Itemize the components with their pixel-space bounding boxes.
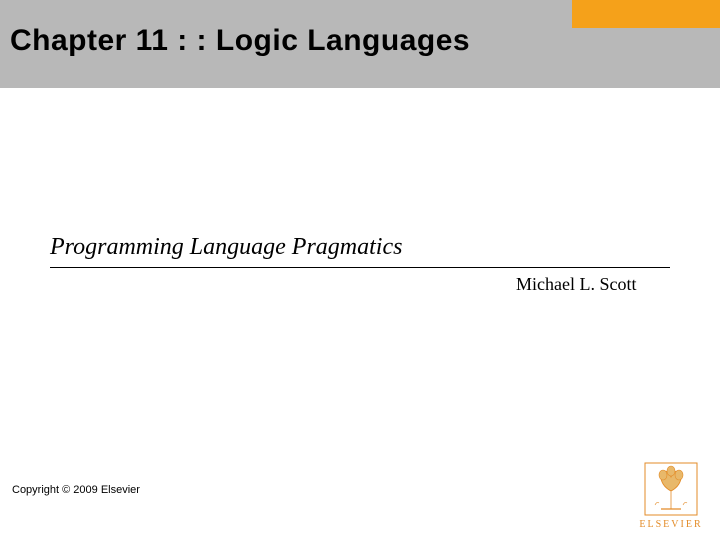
- orange-accent-block: [572, 0, 720, 28]
- publisher-name: ELSEVIER: [634, 519, 708, 530]
- copyright-text: Copyright © 2009 Elsevier: [12, 484, 140, 496]
- elsevier-tree-icon: [643, 461, 699, 517]
- publisher-logo: ELSEVIER: [634, 461, 708, 530]
- chapter-title: Chapter 11 : : Logic Languages: [10, 24, 470, 58]
- title-underline: [50, 267, 670, 268]
- author-name: Michael L. Scott: [516, 274, 636, 295]
- book-title: Programming Language Pragmatics: [50, 234, 402, 261]
